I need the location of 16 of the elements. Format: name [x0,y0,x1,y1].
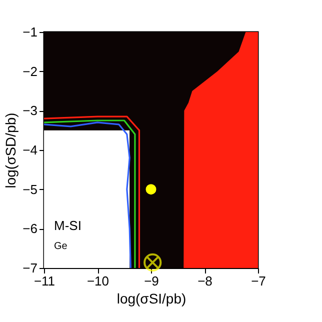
x-tick-label: −8 [198,274,212,288]
y-axis-title: log(σSD/pb) [2,112,19,188]
annotation: M-SI [54,218,82,233]
x-tick-label: −11 [34,274,56,288]
y-tick-label: −5 [22,182,38,197]
y-tick-label: −3 [22,103,38,118]
x-tick-label: −9 [144,274,159,288]
annotation: Ge [54,241,68,252]
y-tick-label: −7 [22,260,38,276]
y-tick-label: −4 [22,142,38,158]
x-tick-label: −7 [251,274,266,288]
x-axis-title: log(σSI/pb) [116,290,186,306]
y-tick-label: −1 [22,24,38,40]
y-tick-label: −2 [22,64,38,79]
y-tick-label: −6 [22,221,38,236]
x-tick-label: −10 [86,274,110,288]
